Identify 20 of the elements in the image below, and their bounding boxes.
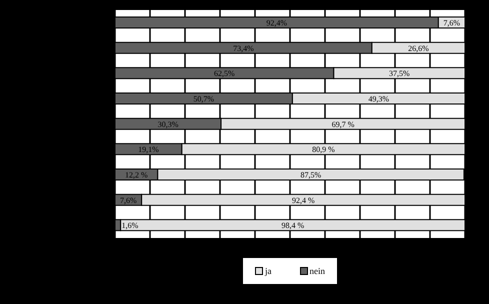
data-label: 26,6%: [408, 44, 430, 53]
data-label: 92,4%: [266, 18, 288, 28]
data-label: 12,2 %: [125, 170, 148, 180]
data-label: 7,6%: [120, 196, 137, 205]
data-label: 73,4%: [233, 44, 254, 53]
data-label: 7,6%: [443, 18, 460, 28]
data-label: 19,1%: [138, 145, 160, 154]
data-label: 62,5%: [214, 69, 236, 78]
data-label: 1,6%: [122, 221, 139, 230]
data-label: 87,5%: [300, 170, 322, 180]
data-label: 50,7%: [193, 94, 214, 104]
data-label: 30,3%: [158, 120, 179, 129]
data-label: 69,7 %: [332, 120, 355, 129]
legend-label: ja: [264, 266, 272, 276]
legend-label: nein: [308, 266, 325, 276]
data-label: 49,3%: [368, 94, 390, 104]
data-label: 37,5%: [389, 69, 410, 78]
data-label: 80,9 %: [312, 145, 336, 154]
data-label: 92,4 %: [292, 196, 315, 205]
data-label: 98,4 %: [281, 221, 304, 230]
